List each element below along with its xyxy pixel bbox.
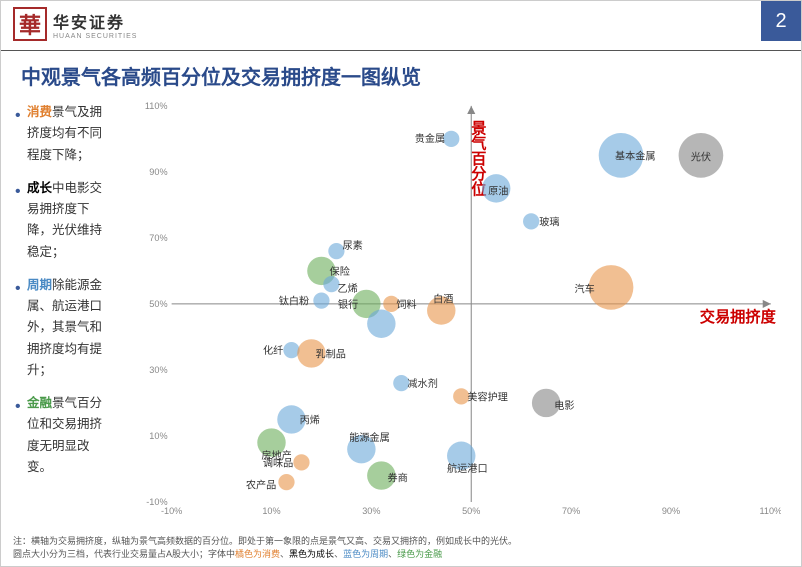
bubble [589, 265, 634, 310]
sidebar-highlight: 周期 [27, 278, 52, 292]
svg-text:30%: 30% [362, 506, 380, 516]
svg-text:交易拥挤度: 交易拥挤度 [700, 308, 777, 326]
sidebar-item: 成长中电影交易拥挤度下降，光伏维持稳定； [15, 178, 113, 263]
bubble [278, 474, 294, 490]
bubble-label: 减水剂 [407, 377, 437, 390]
bubble-label: 能源金属 [349, 431, 390, 444]
bubble [293, 454, 309, 470]
bubble-label: 白酒 [433, 292, 453, 305]
sidebar: 消费景气及拥挤度均有不同程度下降； 成长中电影交易拥挤度下降，光伏维持稳定； 周期除… [1, 94, 121, 524]
sidebar-item: 消费景气及拥挤度均有不同程度下降； [15, 102, 113, 166]
bubble [313, 292, 329, 308]
footer: 注：横轴为交易拥挤度，纵轴为景气高频数据的百分位。即处于第一象限的点是景气又高、… [1, 530, 801, 566]
logo-text-cn: 华安证券 [53, 9, 137, 33]
bubble-chart: -10% 10% 30% 50% 70% 90% 110% -10% 10% 30% 50% 70% 9… [131, 94, 781, 524]
svg-text:10%: 10% [262, 506, 280, 516]
chart-area: -10% 10% 30% 50% 70% 90% 110% -10% 10% 30% 50% 70% 9… [131, 94, 781, 524]
bubble-label: 饲料 [396, 298, 416, 311]
bubble [523, 213, 539, 229]
logo-icon: 華 [13, 7, 47, 41]
sidebar-item: 周期除能源金属、航运港口外，其景气和拥挤度均有提升； [15, 275, 113, 381]
bubble-label: 乳制品 [316, 347, 346, 360]
bubble-label: 银行 [338, 298, 358, 311]
bubble-label: 保险 [330, 265, 350, 278]
svg-text:110%: 110% [760, 506, 781, 516]
bubble-label: 基本金属 [615, 149, 656, 162]
sidebar-text: 除能源金属、航运港口外，其景气和拥挤度均有提升； [27, 278, 102, 377]
page-number: 2 [761, 1, 801, 41]
bubble-label: 化纤 [263, 344, 283, 357]
bubble [367, 310, 395, 338]
bubble-label: 调味品 [263, 457, 293, 469]
bubble-label: 航运港口 [447, 462, 488, 475]
footnote-1: 注：横轴为交易拥挤度，纵轴为景气高频数据的百分位。即处于第一象限的点是景气又高、… [13, 534, 789, 547]
svg-text:90%: 90% [149, 167, 167, 177]
bubble-label: 电影 [554, 399, 574, 412]
sidebar-highlight: 消费 [27, 105, 52, 119]
legend-span: 蓝色为周期 [343, 549, 388, 559]
logo-text-en: HUAAN SECURITIES [53, 33, 137, 40]
page-title: 中观景气各高频百分位及交易拥挤度一图纵览 [1, 51, 801, 94]
sidebar-item: 金融景气百分位和交易拥挤度无明显改变。 [15, 393, 113, 478]
svg-text:30%: 30% [149, 365, 167, 375]
svg-text:70%: 70% [149, 233, 167, 243]
bubble-label: 玻璃 [539, 215, 559, 228]
bubble-label: 原油 [488, 184, 508, 197]
header: 華 华安证券 HUAAN SECURITIES 2 [1, 1, 801, 51]
svg-text:70%: 70% [562, 506, 580, 516]
bubble-label: 汽车 [574, 282, 594, 295]
bubble-label: 光伏 [691, 150, 711, 163]
bubble-label: 贵金属 [415, 132, 445, 145]
content: 消费景气及拥挤度均有不同程度下降； 成长中电影交易拥挤度下降，光伏维持稳定； 周期除… [1, 94, 801, 524]
svg-text:-10%: -10% [146, 497, 167, 507]
bubble-label: 美容护理 [467, 390, 508, 403]
legend-span: 橘色为消费 [235, 549, 280, 559]
bubble-label: 丙烯 [300, 414, 320, 427]
logo: 華 华安证券 HUAAN SECURITIES [13, 7, 789, 41]
bubble-label: 农产品 [246, 478, 276, 491]
bubble [283, 342, 299, 358]
svg-text:90%: 90% [662, 506, 680, 516]
svg-text:10%: 10% [149, 431, 167, 441]
sidebar-highlight: 成长 [27, 181, 52, 195]
svg-text:110%: 110% [145, 101, 168, 111]
svg-text:50%: 50% [462, 506, 480, 516]
bubble [443, 131, 459, 147]
bubble-label: 尿素 [343, 239, 363, 252]
bubble-label: 券商 [387, 472, 407, 485]
legend-span: 黑色为成长 [289, 549, 334, 559]
svg-text:-10%: -10% [161, 506, 182, 516]
bubble-label: 乙烯 [338, 282, 358, 295]
sidebar-highlight: 金融 [27, 396, 52, 410]
bubble-label: 钛白粉 [279, 295, 309, 308]
footnote-2: 圆点大小分为三档，代表行业交易量占A股大小；字体中橘色为消费、黑色为成长、蓝色为… [13, 547, 789, 560]
svg-text:50%: 50% [149, 299, 167, 309]
legend-span: 绿色为金融 [397, 549, 442, 559]
